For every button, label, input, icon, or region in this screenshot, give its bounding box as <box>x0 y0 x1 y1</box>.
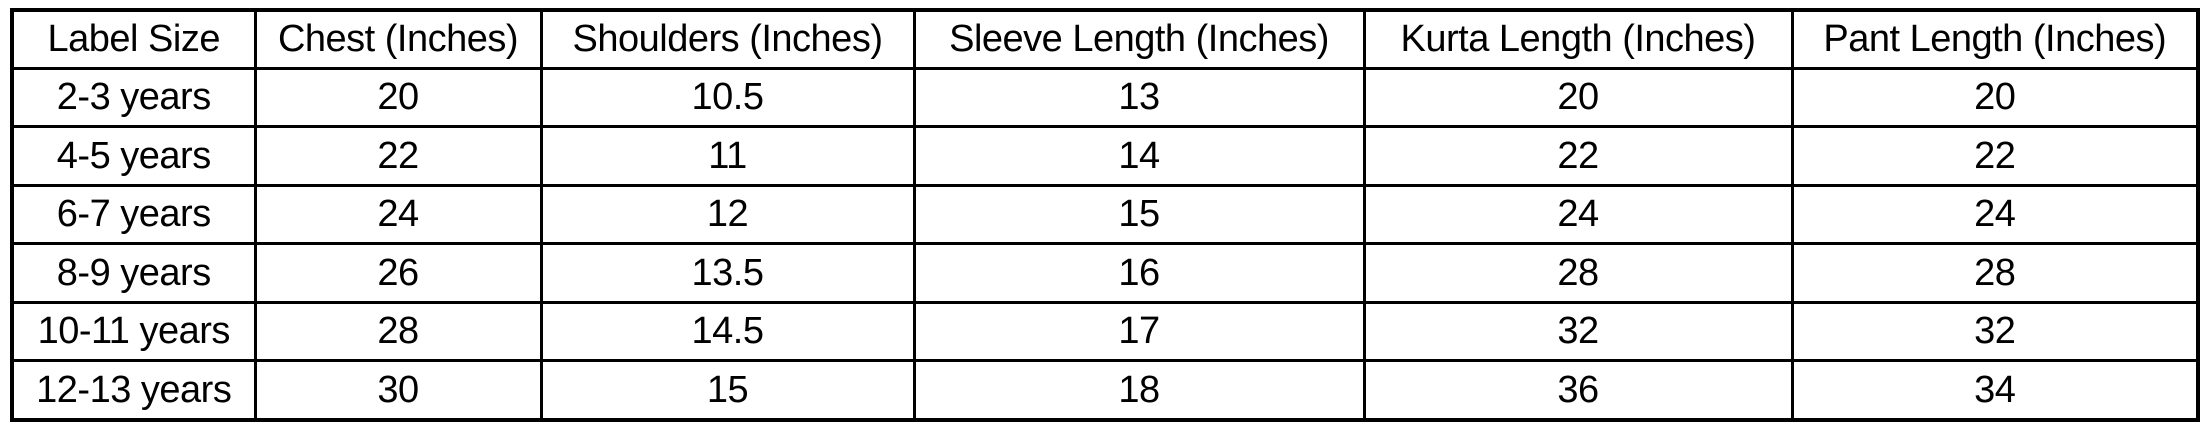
cell-shoulders: 13.5 <box>539 242 916 304</box>
cell-label-size: 4-5 years <box>10 125 257 187</box>
cell-label-size: 8-9 years <box>10 242 257 304</box>
cell-shoulders: 14.5 <box>539 300 916 363</box>
cell-chest: 20 <box>253 66 543 129</box>
cell-chest: 22 <box>253 125 543 187</box>
table-row: 12-13 years 30 15 18 36 34 <box>10 359 2200 422</box>
cell-sleeve-length: 15 <box>912 183 1366 246</box>
cell-shoulders: 15 <box>539 359 916 422</box>
cell-label-size: 2-3 years <box>10 66 257 129</box>
cell-pant-length: 22 <box>1790 125 2200 187</box>
column-header-sleeve-length: Sleeve Length (Inches) <box>912 8 1366 70</box>
cell-kurta-length: 36 <box>1362 359 1794 422</box>
column-header-label-size: Label Size <box>10 8 257 70</box>
table-row: 2-3 years 20 10.5 13 20 20 <box>10 66 2200 129</box>
cell-sleeve-length: 13 <box>912 66 1366 129</box>
cell-pant-length: 28 <box>1790 242 2200 304</box>
column-header-kurta-length: Kurta Length (Inches) <box>1362 8 1794 70</box>
cell-pant-length: 20 <box>1790 66 2200 129</box>
cell-chest: 26 <box>253 242 543 304</box>
cell-sleeve-length: 16 <box>912 242 1366 304</box>
cell-sleeve-length: 18 <box>912 359 1366 422</box>
column-header-shoulders: Shoulders (Inches) <box>539 8 916 70</box>
cell-kurta-length: 20 <box>1362 66 1794 129</box>
column-header-chest: Chest (Inches) <box>253 8 543 70</box>
cell-shoulders: 11 <box>539 125 916 187</box>
cell-pant-length: 32 <box>1790 300 2200 363</box>
cell-pant-length: 24 <box>1790 183 2200 246</box>
cell-chest: 28 <box>253 300 543 363</box>
size-chart-table: Label Size Chest (Inches) Shoulders (Inc… <box>10 8 2200 422</box>
table-row: 6-7 years 24 12 15 24 24 <box>10 183 2200 246</box>
table-row: 8-9 years 26 13.5 16 28 28 <box>10 242 2200 304</box>
table-row: 10-11 years 28 14.5 17 32 32 <box>10 300 2200 363</box>
cell-kurta-length: 22 <box>1362 125 1794 187</box>
cell-shoulders: 12 <box>539 183 916 246</box>
cell-label-size: 12-13 years <box>10 359 257 422</box>
cell-kurta-length: 24 <box>1362 183 1794 246</box>
cell-kurta-length: 28 <box>1362 242 1794 304</box>
cell-chest: 24 <box>253 183 543 246</box>
cell-pant-length: 34 <box>1790 359 2200 422</box>
cell-chest: 30 <box>253 359 543 422</box>
cell-sleeve-length: 14 <box>912 125 1366 187</box>
table-row: 4-5 years 22 11 14 22 22 <box>10 125 2200 187</box>
cell-kurta-length: 32 <box>1362 300 1794 363</box>
cell-shoulders: 10.5 <box>539 66 916 129</box>
cell-label-size: 10-11 years <box>10 300 257 363</box>
header-row: Label Size Chest (Inches) Shoulders (Inc… <box>10 8 2200 70</box>
cell-sleeve-length: 17 <box>912 300 1366 363</box>
column-header-pant-length: Pant Length (Inches) <box>1790 8 2200 70</box>
cell-label-size: 6-7 years <box>10 183 257 246</box>
